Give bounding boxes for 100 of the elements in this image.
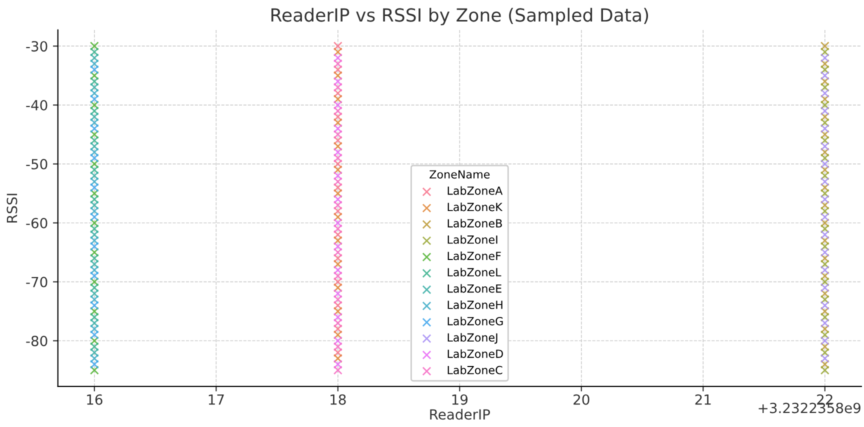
point <box>90 271 99 280</box>
point <box>333 224 342 234</box>
point <box>820 283 830 292</box>
point <box>333 42 342 51</box>
point <box>90 354 99 363</box>
point <box>90 106 99 116</box>
point <box>820 300 830 310</box>
point <box>333 212 342 222</box>
point <box>820 159 830 168</box>
y-tick-label: -40 <box>26 100 48 111</box>
point <box>820 177 830 186</box>
point <box>820 212 830 222</box>
point <box>90 165 99 174</box>
point <box>820 165 830 174</box>
point <box>820 224 830 234</box>
point <box>333 360 342 369</box>
point <box>820 330 830 340</box>
point <box>90 53 99 62</box>
point <box>333 76 342 86</box>
point <box>90 76 99 86</box>
point <box>90 218 99 228</box>
point <box>333 124 342 134</box>
point <box>333 336 342 346</box>
point <box>820 200 830 210</box>
point <box>333 106 342 116</box>
legend-label: LabZoneL <box>448 268 502 276</box>
point <box>333 183 342 192</box>
point <box>333 47 342 56</box>
point <box>90 230 99 240</box>
point <box>90 159 99 168</box>
x-tick-label: 17 <box>208 394 224 405</box>
point <box>820 348 830 358</box>
point <box>820 366 830 375</box>
point <box>820 71 830 80</box>
point <box>90 236 99 246</box>
point <box>820 100 830 110</box>
point <box>333 159 342 168</box>
point <box>90 200 99 210</box>
point <box>90 266 99 275</box>
point <box>333 366 342 375</box>
point <box>333 300 342 310</box>
y-tick-label: -60 <box>26 218 48 228</box>
point <box>820 194 830 204</box>
chart-title: ReaderIP vs RSSI by Zone (Sampled Data) <box>271 8 648 26</box>
point <box>333 271 342 280</box>
point <box>333 200 342 210</box>
point <box>333 312 342 322</box>
point <box>820 342 830 352</box>
point <box>90 330 99 340</box>
point <box>333 165 342 174</box>
point <box>90 112 99 122</box>
point <box>90 277 99 286</box>
point <box>90 336 99 346</box>
point <box>90 283 99 292</box>
point <box>820 65 830 74</box>
point <box>90 59 99 68</box>
point <box>820 171 830 180</box>
point <box>90 366 99 375</box>
point <box>333 71 342 80</box>
point <box>820 248 830 257</box>
point <box>820 59 830 68</box>
x-tick-label: 20 <box>574 394 590 405</box>
point <box>820 266 830 275</box>
point <box>90 318 99 328</box>
point <box>820 242 830 251</box>
point <box>820 318 830 328</box>
point <box>333 194 342 204</box>
point <box>820 354 830 363</box>
point <box>820 306 830 316</box>
point <box>820 289 830 298</box>
point <box>820 183 830 192</box>
y-tick-label: -30 <box>26 41 48 52</box>
point <box>90 177 99 186</box>
point <box>333 53 342 62</box>
point <box>333 236 342 246</box>
point <box>90 100 99 110</box>
point <box>90 88 99 98</box>
point <box>820 118 830 128</box>
point <box>90 42 99 51</box>
point <box>90 194 99 204</box>
point <box>333 59 342 68</box>
point <box>90 183 99 192</box>
y-axis-title: RSSI <box>6 194 18 222</box>
point <box>333 177 342 186</box>
point <box>333 283 342 292</box>
y-tick-label: -70 <box>26 276 48 288</box>
point <box>820 124 830 134</box>
point <box>820 218 830 228</box>
x-axis-title: ReaderIP <box>430 408 490 420</box>
point <box>820 112 830 122</box>
point <box>90 94 99 104</box>
point <box>820 130 830 139</box>
point <box>90 300 99 310</box>
point <box>820 206 830 216</box>
point <box>820 277 830 286</box>
point <box>333 230 342 240</box>
point <box>820 336 830 346</box>
point <box>333 242 342 251</box>
point <box>333 324 342 334</box>
point <box>90 306 99 316</box>
